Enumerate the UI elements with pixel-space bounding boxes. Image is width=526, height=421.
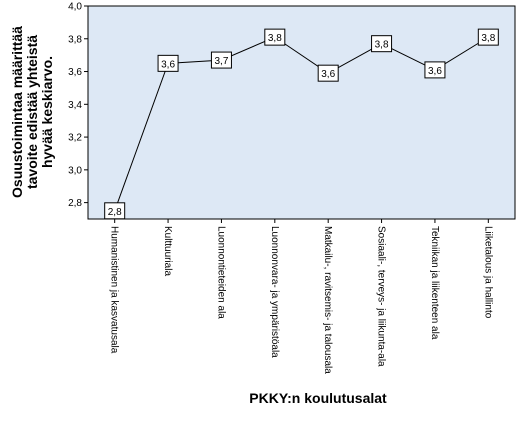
y-tick-label: 3,6 bbox=[68, 67, 82, 78]
x-tick-label: Humanistinen ja kasvatusala bbox=[109, 226, 120, 354]
y-tick-label: 3,0 bbox=[68, 165, 82, 176]
x-tick-label: Luonnontieteiden ala bbox=[215, 226, 226, 319]
data-marker bbox=[210, 51, 232, 69]
y-tick-label: 3,8 bbox=[68, 34, 82, 45]
y-axis-ticks: 2,8 3,0 3,2 3,4 3,6 3,8 4,0 bbox=[68, 2, 88, 209]
data-label: 3,6 bbox=[321, 69, 335, 80]
data-marker bbox=[477, 28, 499, 46]
x-axis-title: PKKY:n koulutusalat bbox=[249, 390, 387, 406]
data-marker bbox=[424, 61, 446, 79]
data-point: 3,8 bbox=[477, 28, 499, 46]
data-label: 3,8 bbox=[375, 40, 389, 51]
y-axis-title-line: hyvää keskiarvo. bbox=[39, 56, 55, 168]
data-point: 3,7 bbox=[210, 51, 232, 69]
data-label: 3,6 bbox=[161, 59, 175, 70]
data-marker bbox=[264, 28, 286, 46]
data-marker bbox=[371, 35, 393, 53]
y-axis-title-line: Osuustoimintaa määrittää bbox=[9, 26, 25, 198]
x-tick-label: Matkailu-, ravitsemis- ja talousala bbox=[322, 226, 333, 374]
x-tick-label: Luonnonvara- ja ympäristöala bbox=[269, 226, 280, 358]
x-axis-ticks: Humanistinen ja kasvatusala Kulttuuriala L… bbox=[109, 219, 493, 374]
data-marker bbox=[157, 54, 179, 72]
y-axis-title-line: tavoite edistää yhteistä bbox=[24, 35, 40, 189]
y-axis-title: Osuustoimintaa määrittäätavoite edistää … bbox=[9, 26, 55, 198]
x-tick-label: Tekniikan ja liikenteen ala bbox=[429, 226, 440, 340]
data-marker bbox=[104, 202, 126, 220]
y-tick-label: 2,8 bbox=[68, 198, 82, 209]
data-point: 3,8 bbox=[371, 35, 393, 53]
y-tick-label: 3,2 bbox=[68, 133, 82, 144]
data-label: 2,8 bbox=[108, 207, 122, 218]
plot-area bbox=[87, 5, 516, 220]
data-point: 3,6 bbox=[424, 61, 446, 79]
data-label: 3,6 bbox=[428, 66, 442, 77]
x-tick-label: Kulttuuriala bbox=[162, 226, 173, 276]
data-point: 3,6 bbox=[157, 54, 179, 72]
data-point: 3,8 bbox=[264, 28, 286, 46]
y-tick-label: 4,0 bbox=[68, 2, 82, 13]
data-labels: 2,8 3,6 3,7 3,8 3,6 3,8 3,6 3,8 bbox=[104, 28, 499, 220]
data-label: 3,7 bbox=[214, 56, 228, 67]
data-point: 3,6 bbox=[317, 64, 339, 82]
x-tick-label: Sosiaali-, terveys- ja liikunta-ala bbox=[376, 226, 387, 367]
data-label: 3,8 bbox=[268, 33, 282, 44]
data-label: 3,8 bbox=[481, 33, 495, 44]
y-tick-label: 3,4 bbox=[68, 100, 82, 111]
data-point: 2,8 bbox=[104, 202, 126, 220]
data-marker bbox=[317, 64, 339, 82]
x-tick-label: Liiketalous ja hallinto bbox=[482, 226, 493, 319]
